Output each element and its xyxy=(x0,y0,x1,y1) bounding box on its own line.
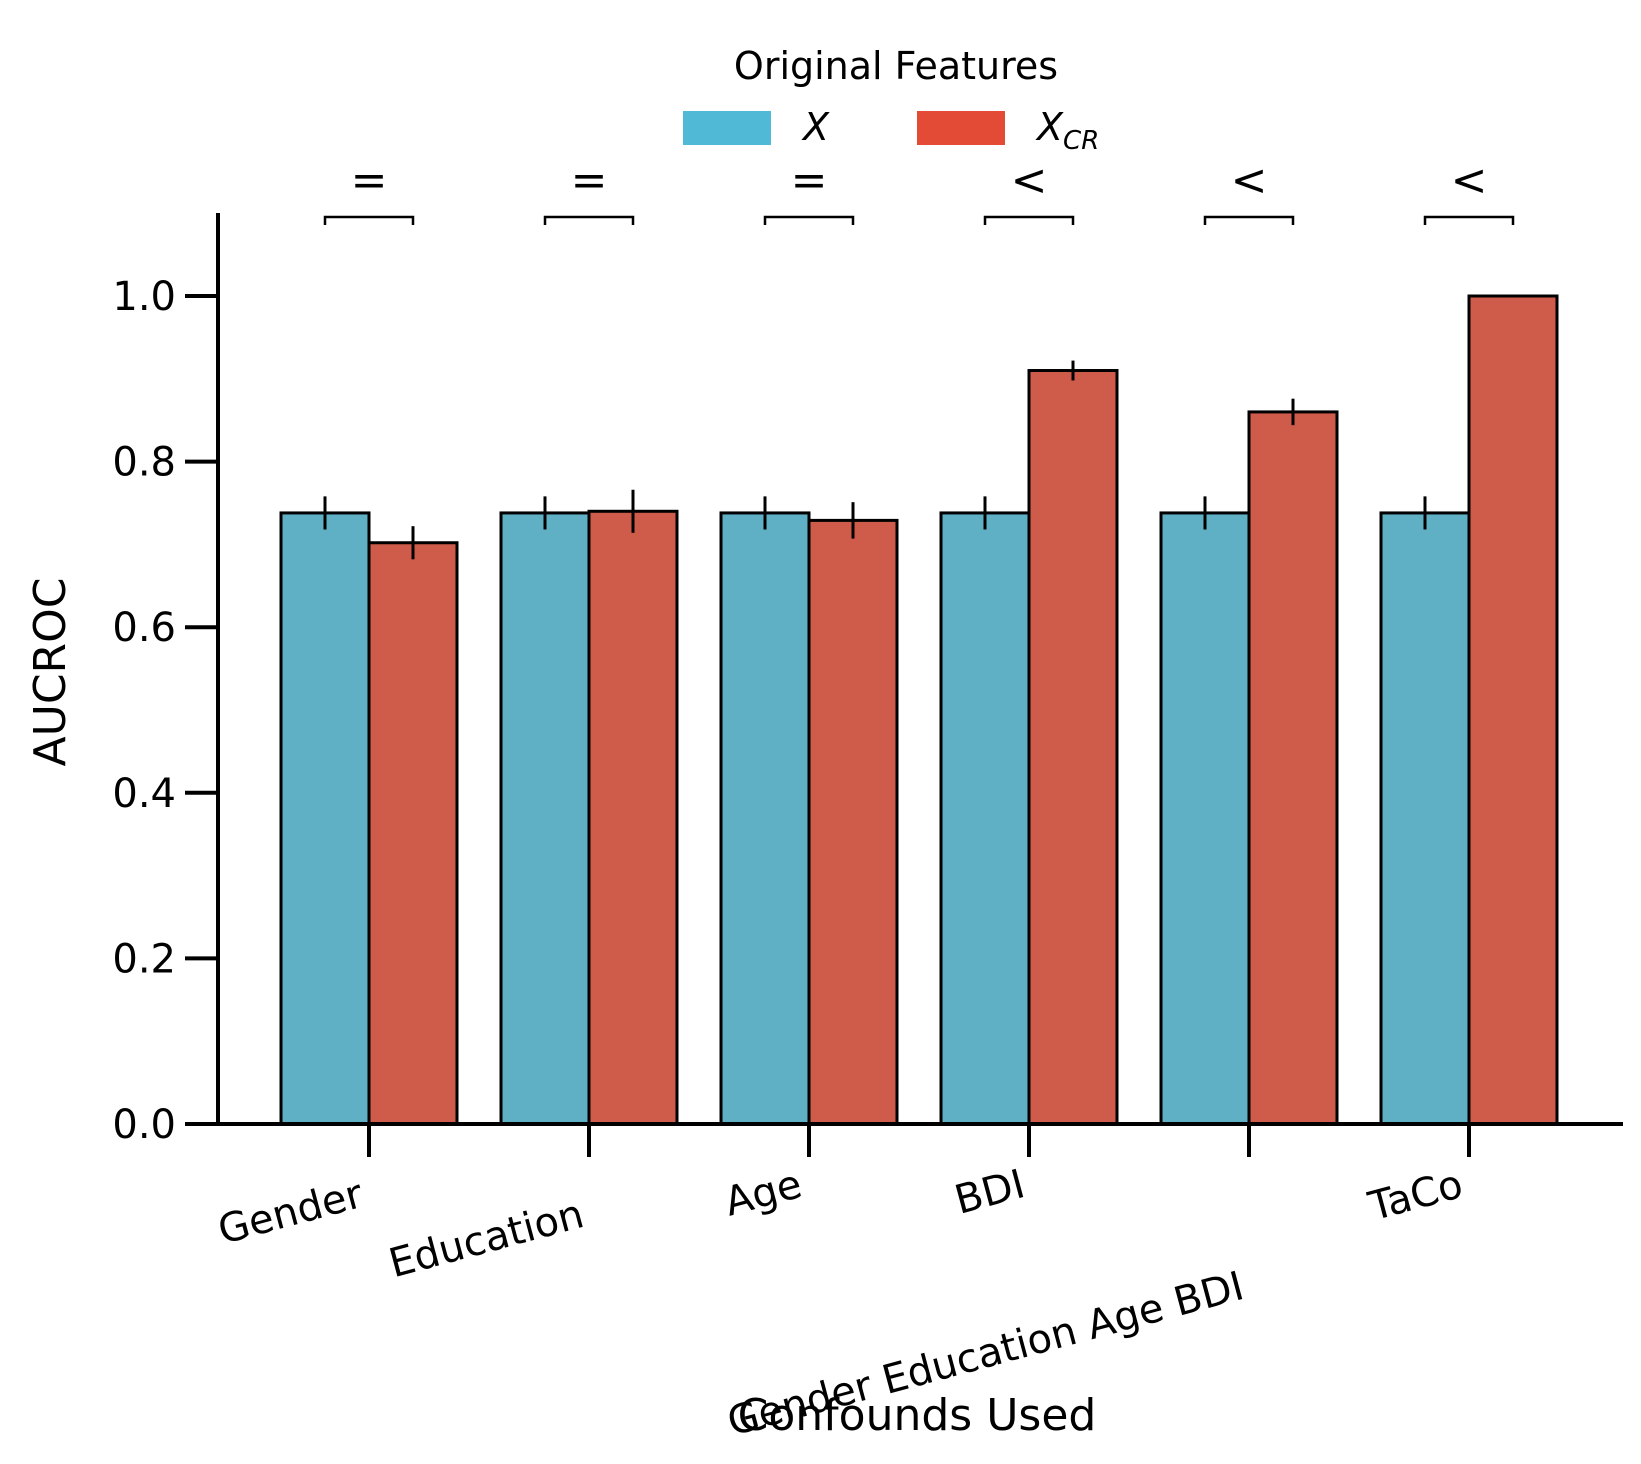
legend-swatch-x xyxy=(683,111,771,145)
y-tick-label-1: 0.2 xyxy=(112,936,176,982)
y-tick-label-2: 0.4 xyxy=(112,771,176,817)
significance-bracket-3 xyxy=(983,215,1075,225)
legend-swatch-xcr xyxy=(917,111,1005,145)
bar-xcr-2 xyxy=(807,518,899,1126)
bar-xcr-0 xyxy=(367,541,459,1126)
bar-xcr-4 xyxy=(1247,410,1339,1126)
y-axis-title: AUCROC xyxy=(25,578,76,767)
significance-bracket-5 xyxy=(1423,215,1515,225)
bar-x-0 xyxy=(279,511,371,1126)
bar-xcr-5 xyxy=(1467,294,1559,1126)
significance-bracket-1 xyxy=(543,215,635,225)
bar-x-2 xyxy=(719,511,811,1126)
y-tick-label-3: 0.6 xyxy=(112,605,176,651)
bar-x-3 xyxy=(939,511,1031,1126)
significance-bracket-0 xyxy=(323,215,415,225)
bar-x-5 xyxy=(1379,511,1471,1126)
x-axis-title: Confounds Used xyxy=(738,1390,1097,1441)
x-tick-label-0: Gender xyxy=(213,1171,368,1254)
significance-label-2: = xyxy=(791,155,828,206)
y-tick-label-4: 0.8 xyxy=(112,440,176,486)
significance-label-0: = xyxy=(351,155,388,206)
significance-label-3: < xyxy=(1011,155,1048,206)
x-tick-label-1: Education xyxy=(384,1191,588,1287)
bar-x-1 xyxy=(499,511,591,1126)
y-tick-label-0: 0.0 xyxy=(112,1102,176,1148)
significance-label-4: < xyxy=(1231,155,1268,206)
significance-label-1: = xyxy=(571,155,608,206)
bar-xcr-3 xyxy=(1027,369,1119,1126)
significance-bracket-4 xyxy=(1203,215,1295,225)
x-tick-label-3: BDI xyxy=(950,1161,1030,1224)
legend-label-x: X xyxy=(801,105,830,149)
x-tick-label-2: Age xyxy=(720,1161,807,1225)
legend-title: Original Features xyxy=(734,44,1058,88)
bar-xcr-1 xyxy=(587,509,679,1126)
x-tick-label-5: TaCo xyxy=(1363,1161,1467,1230)
significance-label-5: < xyxy=(1451,155,1488,206)
bar-x-4 xyxy=(1159,511,1251,1126)
significance-bracket-2 xyxy=(763,215,855,225)
y-tick-label-5: 1.0 xyxy=(112,274,176,320)
legend-label-xcr-base: X xyxy=(1035,105,1064,149)
legend-label-xcr-subscript: CR xyxy=(1063,126,1099,156)
legend: Original Features X XCR xyxy=(683,44,1099,156)
legend-label-xcr: XCR xyxy=(1035,105,1099,156)
